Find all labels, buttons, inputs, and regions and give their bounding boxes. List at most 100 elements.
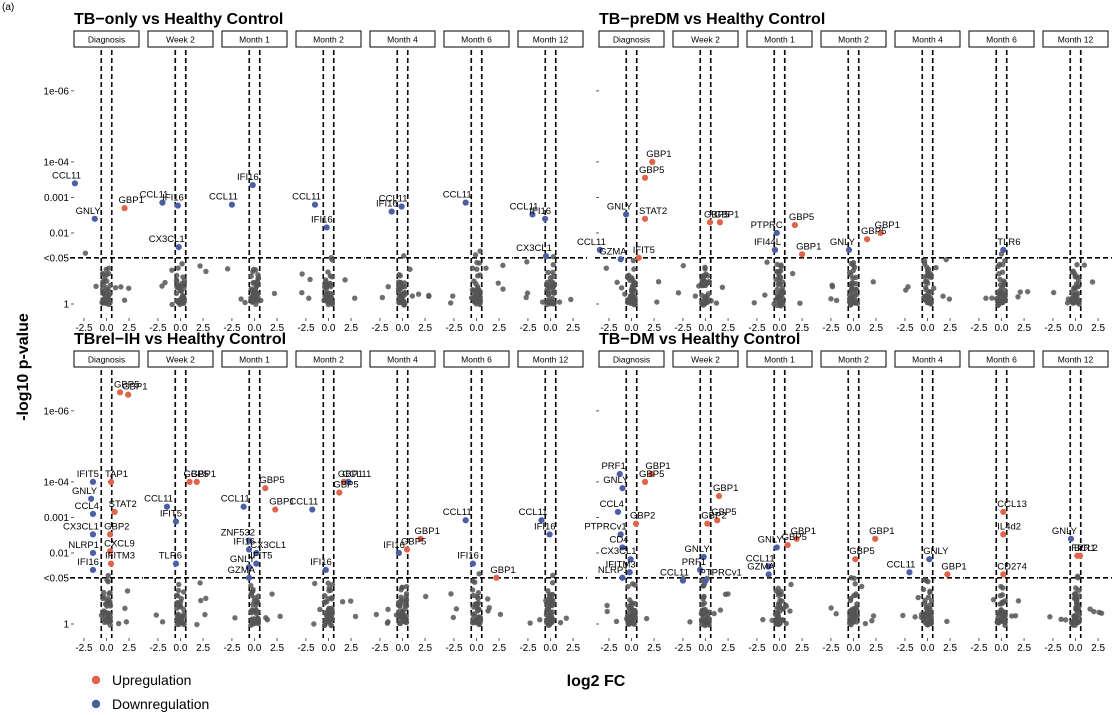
gene-label: STAT2 <box>639 206 667 217</box>
background-point <box>628 604 634 611</box>
background-point <box>325 269 331 275</box>
x-tick-label: 2.5 <box>566 643 580 654</box>
gene-point <box>700 553 707 561</box>
facet-4: Month 2 -2.5 0.0 2.5 <box>817 350 890 654</box>
background-point <box>93 283 99 290</box>
background-point <box>312 580 318 587</box>
gene-label: GBP2 <box>104 521 129 532</box>
background-point <box>485 608 491 614</box>
background-point <box>946 296 953 302</box>
background-point <box>850 275 856 281</box>
facet-strip-label: Month 4 <box>387 355 418 365</box>
facet-1: Diagnosis -2.5 0.0 2.5 <box>70 350 143 654</box>
x-tick-label: -2.5 <box>748 643 766 654</box>
gene-label: BCL2 <box>1074 543 1098 554</box>
background-point <box>409 293 416 299</box>
gene-point <box>649 158 656 166</box>
x-tick-label: -2.5 <box>896 643 914 654</box>
gene-point <box>89 566 97 574</box>
background-point <box>851 299 858 306</box>
background-point <box>927 588 933 594</box>
facet-strip-label: Month 2 <box>838 355 869 365</box>
gene-point <box>253 560 260 567</box>
y-axis: 1e-06 1e-04 0.001 0.01 <0.05 1 <box>43 86 74 311</box>
background-point <box>101 594 107 600</box>
background-point <box>115 620 122 627</box>
facet-strip-label: Week 2 <box>691 355 720 365</box>
gene-label: IFI44L <box>754 237 781 248</box>
background-points <box>153 580 209 628</box>
background-point <box>787 608 793 614</box>
background-point <box>849 606 856 612</box>
background-points <box>82 250 132 308</box>
background-point <box>100 290 107 297</box>
gene-label: IFITM3 <box>606 559 636 570</box>
background-point <box>174 283 181 289</box>
gene-point <box>714 517 721 524</box>
x-tick-label: -2.5 <box>75 323 93 334</box>
gene-label: IFIT5 <box>160 508 182 519</box>
background-point <box>1074 573 1081 579</box>
background-point <box>1012 613 1019 619</box>
gene-point <box>541 215 549 222</box>
gene-point <box>619 574 626 581</box>
x-tick-label: 2.5 <box>196 323 210 334</box>
background-point <box>828 605 834 611</box>
background-point <box>385 606 391 613</box>
x-tick-label: 0.0 <box>995 323 1009 334</box>
background-point <box>277 613 283 619</box>
background-point <box>654 299 660 305</box>
background-points <box>751 259 803 309</box>
legend-label-up: Upregulation <box>112 672 191 688</box>
background-point <box>545 292 552 298</box>
background-point <box>329 596 335 602</box>
x-tick-label: 2.5 <box>122 323 136 334</box>
background-point <box>306 295 312 301</box>
background-point <box>774 269 781 275</box>
background-point <box>550 572 556 579</box>
gene-point <box>679 577 687 584</box>
x-tick-label: 0.0 <box>174 643 188 654</box>
background-point <box>544 287 550 293</box>
background-point <box>485 596 491 602</box>
background-point <box>107 590 113 596</box>
background-point <box>398 285 404 292</box>
background-point <box>927 273 933 279</box>
facet-3: Month 1 -2.5 0.0 2.5 <box>218 350 291 654</box>
background-point <box>544 602 550 609</box>
gene-point <box>616 470 623 478</box>
gene-label: GBP5 <box>184 469 209 480</box>
background-point <box>469 265 476 271</box>
background-point <box>169 267 175 273</box>
x-tick-label: -2.5 <box>822 643 840 654</box>
gene-label: GBP5 <box>782 532 807 543</box>
background-point <box>477 248 483 254</box>
background-point <box>450 293 456 299</box>
gene-point <box>635 254 642 261</box>
background-point <box>197 263 203 269</box>
gene-point <box>245 537 253 544</box>
gene-label: GBP5 <box>861 226 886 237</box>
background-point <box>422 593 429 600</box>
facet-strip <box>295 350 362 368</box>
gene-label: GNLY <box>72 486 98 497</box>
background-point <box>928 620 935 626</box>
facet-strip-label: Month 1 <box>764 35 795 45</box>
background-points <box>1050 262 1096 307</box>
background-point <box>173 592 180 599</box>
facet-strip-label: Week 2 <box>166 35 195 45</box>
background-point <box>764 259 770 265</box>
background-point <box>1091 608 1097 615</box>
gene-label: GZMA <box>228 565 256 576</box>
background-point <box>328 294 334 301</box>
background-point <box>851 575 858 582</box>
gene-point <box>336 489 343 496</box>
gene-label: GNLY <box>230 554 256 565</box>
gene-label: GBP1 <box>869 526 894 537</box>
facet-strip-label: Month 2 <box>313 35 344 45</box>
gene-label: CCL11 <box>510 201 539 212</box>
background-point <box>299 271 305 277</box>
gene-point <box>88 495 95 502</box>
background-point <box>774 302 781 309</box>
gene-label: GNLY <box>76 206 102 217</box>
